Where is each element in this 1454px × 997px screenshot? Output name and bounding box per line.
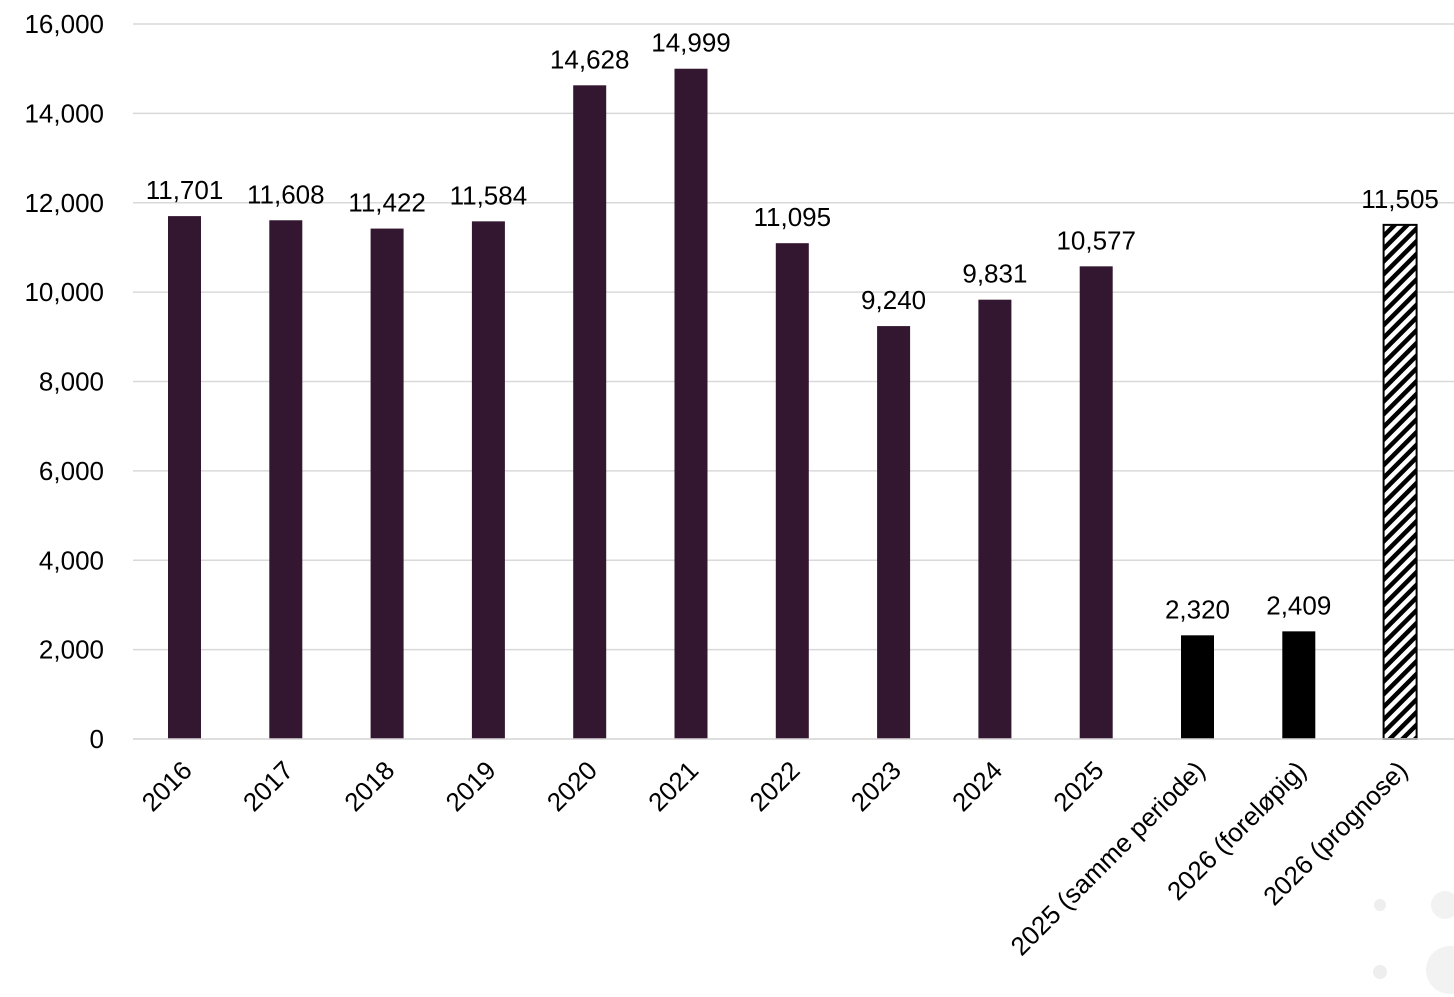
data-label: 11,422 [348, 188, 426, 218]
bar-2026-prognose [1382, 223, 1418, 741]
x-tick-label: 2022 [743, 755, 805, 817]
decor-dot [1426, 946, 1454, 994]
y-tick-label: 12,000 [24, 188, 104, 218]
data-label: 11,608 [247, 179, 325, 209]
bar-2025-samme-periode [1181, 635, 1214, 739]
y-axis: 0 2,000 4,000 6,000 8,000 10,000 12,000 14,000 1… [24, 9, 104, 754]
data-label: 14,999 [651, 28, 731, 58]
x-axis: 2016 2017 2018 2019 2020 2021 2022 2023 2024 2025… [133, 738, 1454, 961]
x-tick-label: 2023 [845, 755, 907, 817]
data-label: 11,095 [754, 202, 832, 232]
data-label: 9,240 [861, 285, 926, 315]
data-labels: 11,701 11,608 11,422 11,584 14,628 14,999 11,0… [146, 28, 1439, 625]
data-label: 10,577 [1056, 225, 1136, 255]
bar-2018 [370, 228, 404, 739]
data-label: 2,409 [1266, 590, 1331, 620]
bar-2016 [168, 216, 201, 739]
y-tick-label: 16,000 [24, 9, 104, 39]
data-label: 2,320 [1165, 594, 1230, 624]
decor-dot [1373, 965, 1387, 979]
y-tick-label: 8,000 [39, 367, 104, 397]
data-label: 11,701 [146, 175, 224, 205]
bar-2022 [775, 243, 809, 739]
x-tick-label: 2016 [136, 755, 198, 817]
x-tick-label: 2025 [1047, 755, 1109, 817]
y-tick-label: 14,000 [24, 98, 104, 128]
y-tick-label: 4,000 [39, 545, 104, 575]
y-tick-label: 0 [90, 724, 104, 754]
bar-2026-forel-pig [1282, 631, 1316, 739]
data-label: 11,505 [1361, 184, 1439, 214]
data-label: 11,584 [450, 180, 528, 210]
bar-2017 [269, 220, 303, 739]
decor-dot [1431, 891, 1454, 919]
bar-2021 [674, 68, 708, 740]
bars [168, 68, 1418, 741]
background-dots [1373, 891, 1454, 994]
bar-2023 [877, 326, 911, 739]
bar-2024 [978, 299, 1012, 739]
x-tick-label: 2018 [338, 755, 400, 817]
bar-2019 [471, 221, 505, 740]
bar-2025 [1079, 266, 1113, 739]
y-tick-label: 10,000 [24, 277, 104, 307]
data-label: 9,831 [962, 259, 1027, 289]
bar-2020 [573, 85, 607, 739]
decor-dot [1374, 899, 1386, 911]
x-tick-label: 2021 [642, 755, 704, 817]
data-label: 14,628 [550, 44, 630, 74]
x-tick-label: 2017 [237, 755, 299, 817]
x-tick-label: 2024 [946, 755, 1008, 817]
x-tick-label: 2025 (samme periode) [1005, 755, 1211, 961]
x-tick-label: 2020 [541, 755, 603, 817]
y-tick-label: 2,000 [39, 635, 104, 665]
x-tick-label: 2019 [440, 755, 502, 817]
y-tick-label: 6,000 [39, 456, 104, 486]
